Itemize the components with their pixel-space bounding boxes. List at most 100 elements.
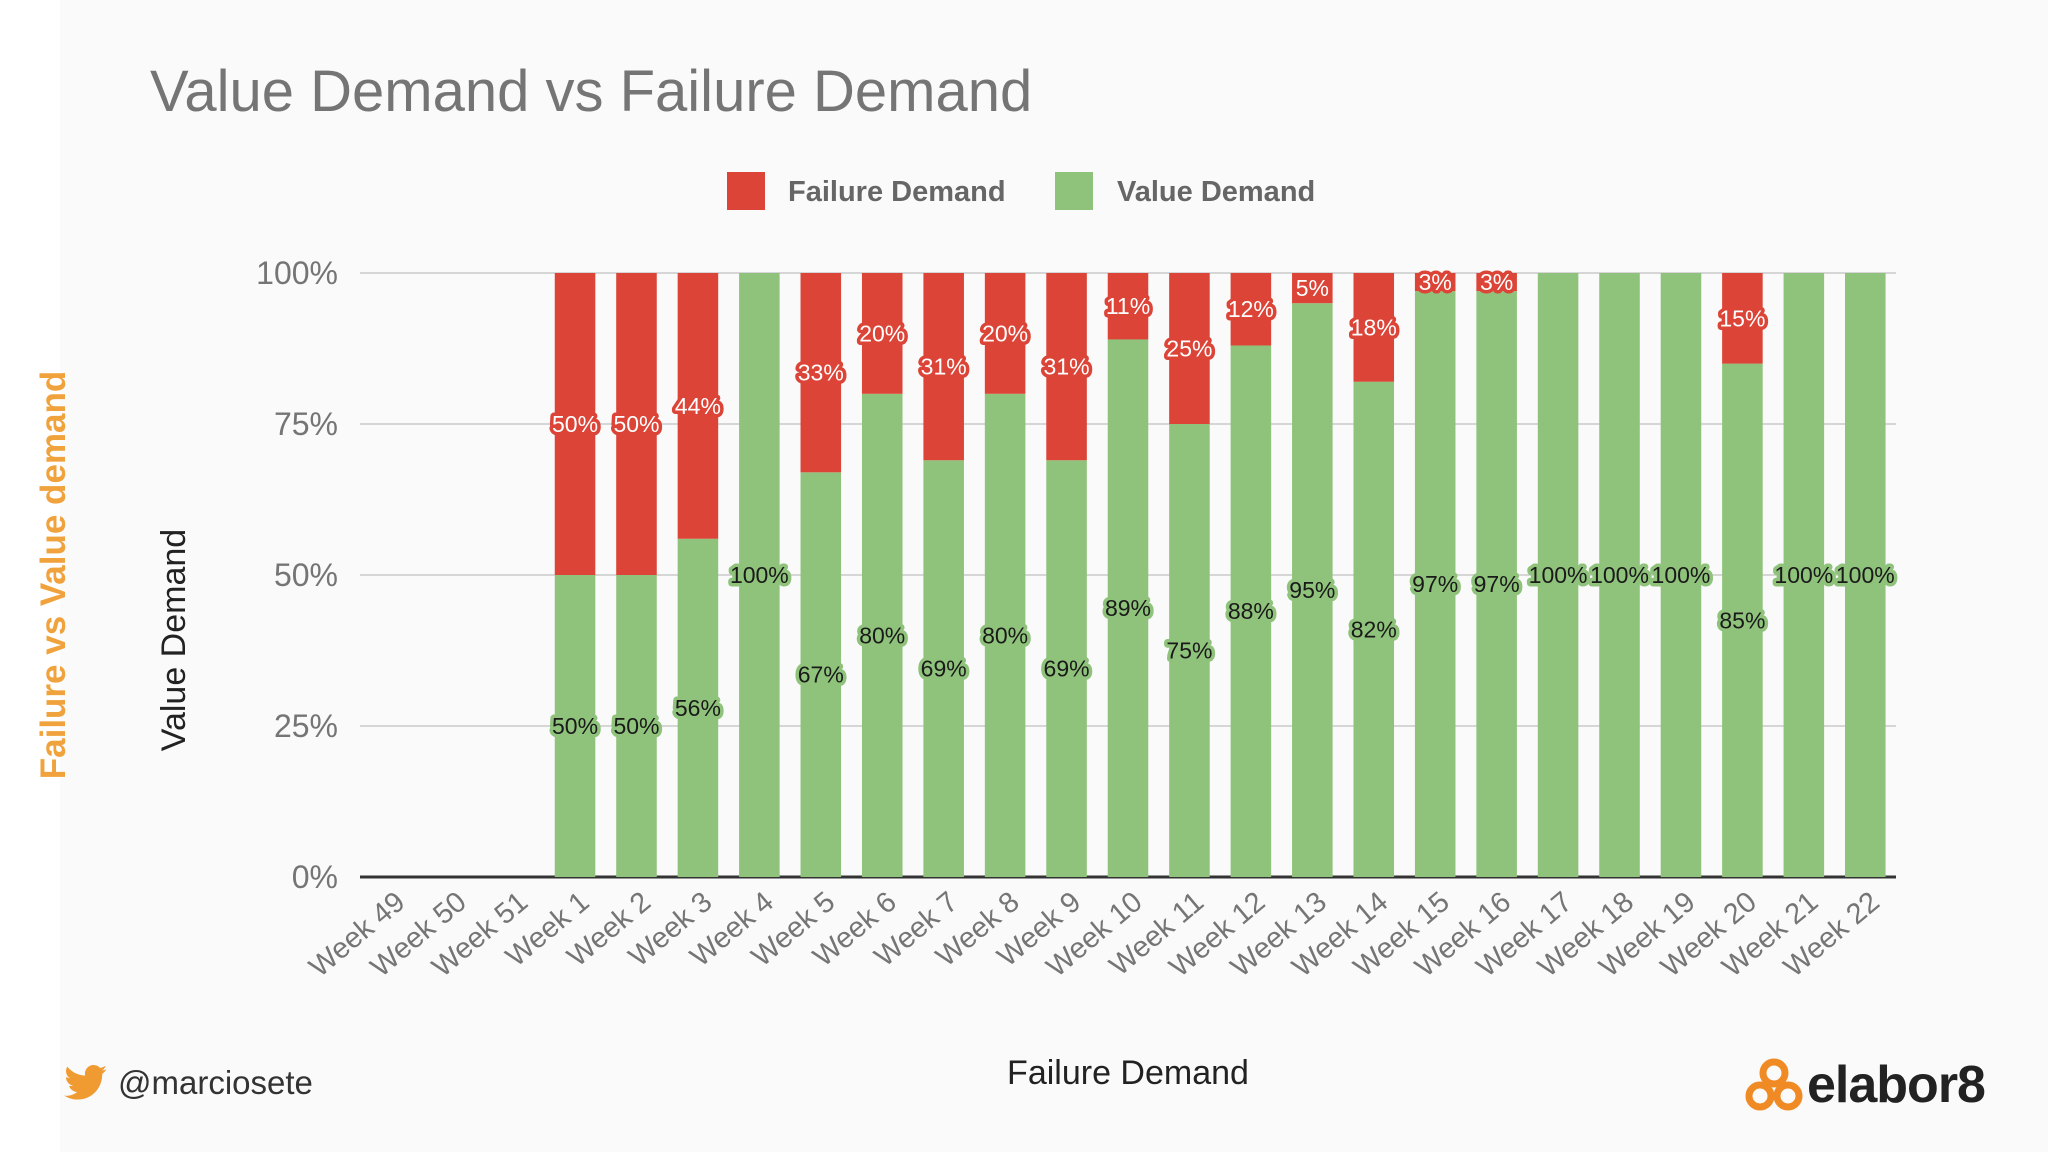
- bar-value-demand: [1537, 273, 1579, 877]
- data-label: 25%: [1166, 336, 1212, 362]
- data-label: 15%: [1719, 305, 1765, 331]
- data-label: 11%: [1106, 293, 1150, 319]
- bar-value-demand: [1845, 273, 1886, 877]
- twitter-bird-icon: [64, 1065, 107, 1100]
- data-label: 50%: [552, 411, 598, 437]
- bars: [554, 273, 1886, 878]
- data-label: 20%: [982, 320, 1028, 346]
- data-label: 100%: [1774, 562, 1833, 588]
- bar-failure-demand: [923, 273, 964, 461]
- elabor8-logo-icon: [1745, 1058, 1803, 1111]
- bar-value-demand: [1660, 273, 1702, 877]
- data-label: 69%: [1044, 656, 1090, 682]
- bar-value-demand: [923, 460, 964, 877]
- data-label: 82%: [1351, 616, 1397, 642]
- data-label: 100%: [1652, 562, 1711, 588]
- bar-value-demand: [800, 472, 842, 877]
- y-tick-label: 0%: [292, 859, 338, 895]
- y-tick-label: 50%: [274, 557, 338, 593]
- legend-swatch-value: [1055, 172, 1093, 210]
- data-label: 100%: [1836, 562, 1895, 588]
- bar-value-demand: [1230, 345, 1272, 878]
- bar-failure-demand: [1107, 273, 1149, 340]
- y-axis-title: Value Demand: [155, 529, 193, 751]
- data-label: 100%: [1590, 562, 1649, 588]
- data-label: 50%: [613, 713, 659, 739]
- data-label: 80%: [859, 622, 905, 648]
- data-label: 18%: [1351, 314, 1397, 340]
- bar-value-demand: [1046, 460, 1087, 877]
- data-labels: 50% 50% 50% 50% 56% 44% 100% 67% 33% 80% 20% 69% 31%…: [549, 266, 1899, 743]
- bar-value-demand: [1722, 363, 1763, 878]
- bar-failure-demand: [861, 273, 903, 394]
- data-label: 67%: [798, 662, 844, 688]
- y-tick-label: 100%: [256, 255, 338, 291]
- bar-failure-demand: [1722, 273, 1763, 364]
- brand-logo: elabor8: [1745, 1055, 1986, 1115]
- data-label: 33%: [798, 360, 844, 386]
- data-label: 56%: [675, 695, 721, 721]
- data-label: 69%: [921, 656, 967, 682]
- data-label: 100%: [1529, 562, 1588, 588]
- legend-label-failure: Failure Demand: [788, 176, 1006, 208]
- data-label: 75%: [1166, 638, 1212, 664]
- data-label: 5%: [1296, 275, 1329, 301]
- bar-value-demand: [984, 393, 1026, 877]
- data-label: 3%: [1419, 269, 1452, 295]
- bar-value-demand: [616, 575, 657, 877]
- bar-failure-demand: [1292, 273, 1333, 304]
- bar-failure-demand: [984, 273, 1026, 394]
- data-label: 44%: [675, 393, 721, 419]
- data-label: 50%: [613, 411, 659, 437]
- bar-failure-demand: [554, 273, 596, 575]
- bar-failure-demand: [1353, 273, 1395, 382]
- data-label: 97%: [1412, 571, 1458, 597]
- bar-value-demand: [1292, 303, 1333, 877]
- bar-failure-demand: [1046, 273, 1087, 461]
- data-label: 50%: [552, 713, 598, 739]
- bar-failure-demand: [1169, 273, 1210, 424]
- data-label: 3%: [1480, 269, 1513, 295]
- y-axis-ticks: 0% 25% 50% 75% 100%: [256, 255, 338, 895]
- legend-label-value: Value Demand: [1117, 176, 1315, 208]
- bar-failure-demand: [1476, 273, 1517, 292]
- bar-failure-demand: [1230, 273, 1272, 346]
- bar-value-demand: [677, 538, 719, 877]
- data-label: 85%: [1719, 607, 1765, 633]
- bar-failure-demand: [1414, 273, 1456, 292]
- data-label: 100%: [730, 562, 789, 588]
- bar-value-demand: [861, 393, 903, 877]
- data-label: 88%: [1228, 598, 1274, 624]
- bar-value-demand: [1353, 381, 1395, 877]
- legend-swatch-failure: [727, 172, 765, 210]
- y-tick-label: 75%: [274, 406, 338, 442]
- bar-failure-demand: [616, 273, 657, 575]
- bar-value-demand: [1783, 273, 1825, 877]
- data-label: 12%: [1228, 296, 1274, 322]
- twitter-handle: @marciosete: [118, 1064, 313, 1101]
- data-label: 31%: [1044, 354, 1090, 380]
- bar-failure-demand: [677, 273, 719, 539]
- brand-text: elabor8: [1807, 1056, 1986, 1114]
- bar-value-demand: [1599, 273, 1640, 877]
- twitter-credit: @marciosete: [64, 1064, 313, 1102]
- data-label: 80%: [982, 622, 1028, 648]
- bar-value-demand: [739, 273, 780, 877]
- data-label: 31%: [921, 354, 967, 380]
- x-axis-title: Failure Demand: [1007, 1054, 1249, 1092]
- bar-failure-demand: [800, 273, 842, 473]
- data-label: 20%: [859, 320, 905, 346]
- bar-value-demand: [1414, 291, 1456, 877]
- bar-value-demand: [554, 575, 596, 877]
- data-label: 89%: [1105, 595, 1151, 621]
- bar-value-demand: [1107, 339, 1149, 877]
- y-tick-label: 25%: [274, 708, 338, 744]
- chart-title: Value Demand vs Failure Demand: [150, 59, 1033, 124]
- legend: Failure Demand Value Demand: [727, 172, 1315, 210]
- bar-value-demand: [1476, 291, 1517, 877]
- bar-value-demand: [1169, 424, 1210, 877]
- data-label: 95%: [1289, 577, 1335, 603]
